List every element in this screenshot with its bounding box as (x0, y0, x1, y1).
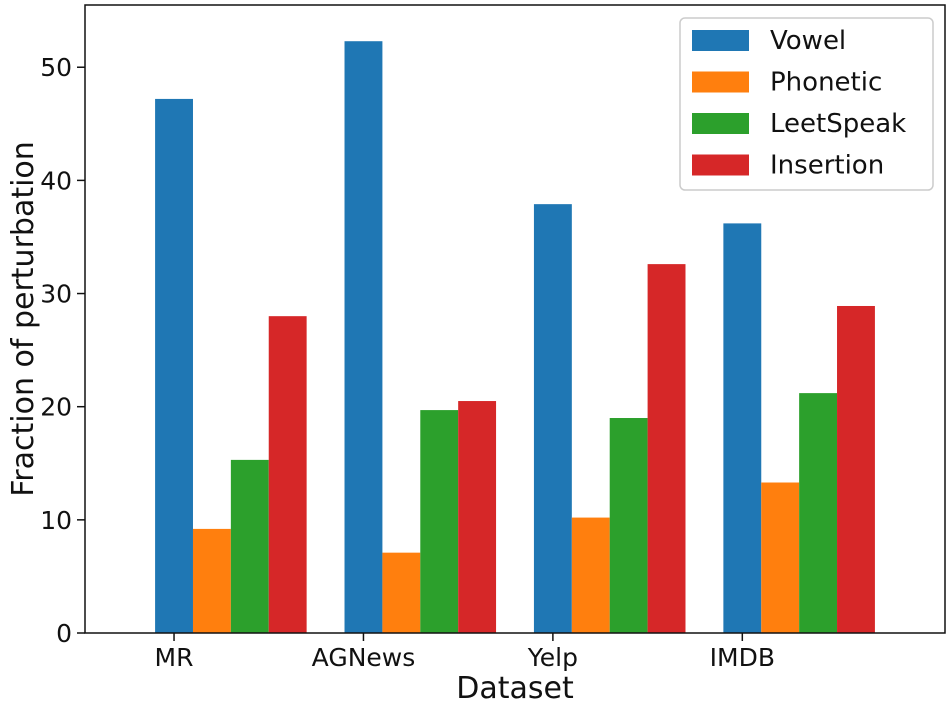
y-tick-label: 50 (40, 53, 72, 82)
legend: Vowel Phonetic LeetSpeak Insertion (679, 17, 934, 191)
bar-vowel-agnews (344, 41, 383, 633)
legend-swatch-phonetic (692, 71, 749, 93)
x-tick-label: IMDB (710, 643, 775, 672)
legend-label-vowel: Vowel (770, 26, 846, 56)
bar-vowel-mr (155, 98, 193, 634)
bar-insertion-imdb (837, 305, 875, 633)
bar-leetspeak-agnews (420, 410, 459, 633)
plot-frame (84, 4, 946, 634)
legend-label-leetspeak: LeetSpeak (770, 109, 906, 139)
x-tick-label: MR (155, 643, 194, 672)
y-tick-label: 40 (40, 166, 72, 195)
bar-leetspeak-mr (230, 459, 269, 633)
bar-leetspeak-yelp (609, 418, 648, 633)
bar-phonetic-mr (192, 528, 231, 633)
legend-label-insertion: Insertion (770, 151, 884, 181)
y-tick-label: 20 (40, 393, 72, 422)
y-axis-title: Fraction of perturbation (6, 141, 41, 497)
bars-group (155, 41, 875, 634)
bar-phonetic-agnews (382, 552, 421, 633)
x-tick-label: AGNews (312, 643, 416, 672)
bar-leetspeak-imdb (799, 393, 838, 633)
bar-vowel-yelp (533, 204, 572, 633)
y-tick-label: 10 (40, 506, 72, 535)
x-axis-ticks: MR AGNews Yelp IMDB (155, 633, 775, 672)
legend-swatch-insertion (692, 154, 749, 176)
x-axis-title: Dataset (456, 671, 574, 705)
bar-phonetic-yelp (571, 517, 610, 633)
bar-insertion-mr (268, 316, 307, 633)
y-tick-label: 0 (56, 619, 72, 648)
bar-vowel-imdb (723, 223, 762, 633)
legend-swatch-leetspeak (692, 113, 749, 134)
legend-frame (679, 17, 934, 191)
bar-phonetic-imdb (761, 482, 800, 633)
legend-swatch-vowel (692, 30, 749, 51)
x-tick-label: Yelp (527, 643, 578, 672)
bar-insertion-agnews (458, 401, 497, 633)
y-tick-label: 30 (40, 280, 72, 309)
legend-label-phonetic: Phonetic (770, 68, 882, 98)
bar-insertion-yelp (647, 264, 686, 633)
y-axis-ticks: 0 10 20 30 40 50 (40, 53, 85, 648)
